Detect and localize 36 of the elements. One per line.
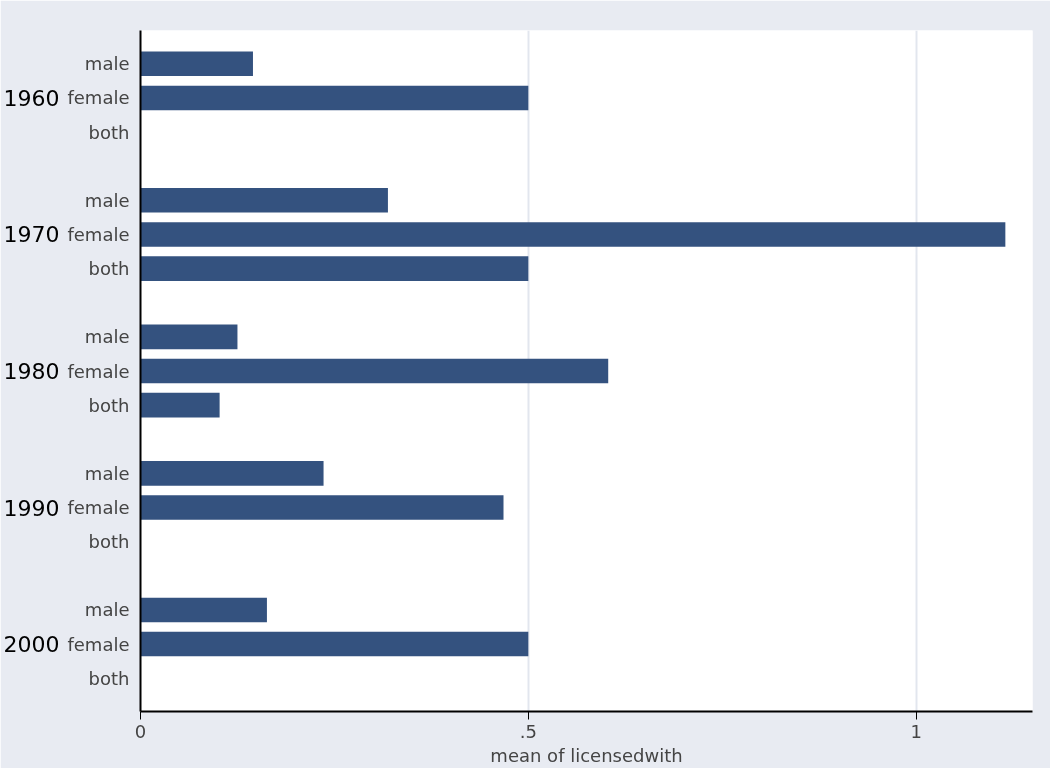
- x-axis-title: mean of licensedwith: [490, 744, 683, 766]
- text: male: [84, 462, 130, 484]
- text: both: [88, 258, 130, 280]
- bar: [140, 324, 238, 350]
- bar: [140, 392, 220, 418]
- bar: [140, 597, 267, 623]
- bar: [140, 188, 388, 213]
- series-label: female: [67, 633, 130, 655]
- x-tick-label: 0: [134, 720, 147, 742]
- y-tick-label: 1990: [3, 495, 60, 521]
- text: male: [84, 53, 130, 75]
- text: female: [67, 87, 130, 109]
- bar: [140, 461, 324, 486]
- text: female: [67, 497, 130, 519]
- bar: [140, 358, 609, 384]
- bar: [140, 256, 529, 281]
- text: both: [88, 667, 130, 689]
- y-tick-label: 2000: [3, 632, 60, 658]
- text: both: [88, 121, 130, 143]
- bar: [140, 495, 504, 520]
- text: male: [84, 189, 130, 211]
- y-tick-label: 1960: [3, 85, 60, 111]
- bar: [140, 631, 529, 657]
- x-tick-label: .5: [519, 720, 537, 742]
- text: female: [67, 360, 130, 382]
- text: male: [84, 326, 130, 348]
- bar: [140, 85, 529, 111]
- y-tick-label: 1970: [3, 222, 60, 248]
- text: both: [88, 531, 130, 553]
- x-tick-label: 1: [910, 720, 922, 742]
- series-label: male: [84, 599, 130, 621]
- text: female: [67, 223, 130, 245]
- bar: [140, 222, 1006, 247]
- bar: [140, 51, 253, 77]
- y-tick-label: 1980: [3, 359, 60, 384]
- series-label: both: [88, 394, 130, 416]
